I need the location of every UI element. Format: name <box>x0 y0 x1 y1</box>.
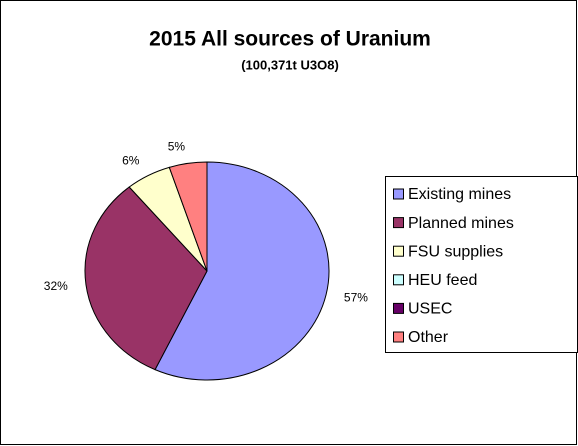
legend-swatch <box>393 274 404 286</box>
data-label: 6% <box>122 153 140 167</box>
pie-slice <box>84 186 208 371</box>
legend-swatch <box>393 217 404 229</box>
legend-swatch <box>393 245 404 257</box>
legend-box <box>385 176 578 353</box>
chart-subtitle: (100,371t U3O8) <box>241 57 339 72</box>
chart-title: 2015 All sources of Uranium <box>149 28 431 51</box>
data-label: 57% <box>344 291 368 305</box>
legend-label: USEC <box>408 301 452 318</box>
pie-slice <box>154 161 330 381</box>
legend-label: FSU supplies <box>408 243 503 260</box>
pie-slice <box>168 161 208 272</box>
data-label: 5% <box>168 139 186 153</box>
legend-label: HEU feed <box>408 272 477 289</box>
legend-label: Existing mines <box>408 186 511 203</box>
legend-label: Other <box>408 329 449 346</box>
data-label: 32% <box>44 279 68 293</box>
legend-swatch <box>393 302 404 314</box>
legend-swatch <box>393 331 404 343</box>
legend-label: Planned mines <box>408 215 514 232</box>
legend-swatch <box>393 188 404 200</box>
